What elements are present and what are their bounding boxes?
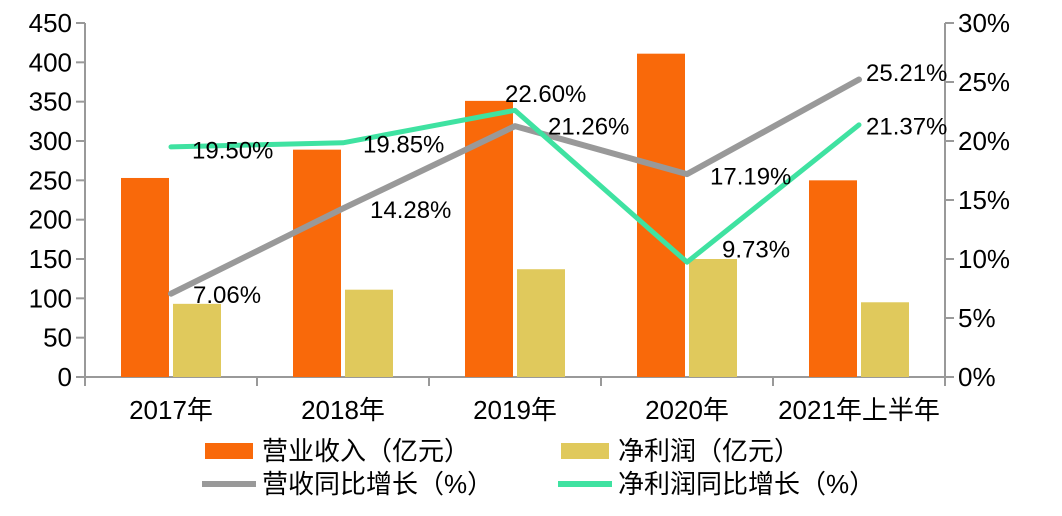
y-axis-right-tick-label: 10% bbox=[958, 244, 1010, 274]
x-axis-category-label: 2020年 bbox=[645, 395, 729, 425]
y-axis-left-tick-label: 300 bbox=[29, 126, 72, 156]
y-axis-right-tick-label: 20% bbox=[958, 126, 1010, 156]
revenue-bar-2019年 bbox=[465, 100, 513, 377]
y-axis-left-tick-label: 0 bbox=[58, 362, 72, 392]
y-axis-left-tick-label: 100 bbox=[29, 283, 72, 313]
y-axis-left-tick-label: 150 bbox=[29, 244, 72, 274]
revenue-bar-2021年上半年 bbox=[809, 180, 857, 377]
net-profit-bar-2017年 bbox=[173, 303, 221, 377]
y-axis-left-tick-label: 50 bbox=[43, 323, 72, 353]
net-profit-bar-2021年上半年 bbox=[861, 302, 909, 377]
revenue-growth-label-2019年: 21.26% bbox=[548, 114, 629, 141]
revenue-growth-label-2017年: 7.06% bbox=[193, 282, 261, 309]
legend-swatch-rect bbox=[205, 443, 253, 459]
y-axis-right-tick-label: 5% bbox=[958, 303, 996, 333]
x-axis-category-label: 2019年 bbox=[473, 395, 557, 425]
net-profit-growth-label-2020年: 9.73% bbox=[722, 237, 790, 264]
revenue-growth-line bbox=[168, 76, 862, 297]
legend-label: 净利润同比增长（%） bbox=[618, 469, 875, 499]
net-profit-bar-2020年 bbox=[689, 259, 737, 377]
revenue-growth-label-2018年: 14.28% bbox=[370, 197, 451, 224]
net-profit-growth-label-2017年: 19.50% bbox=[192, 137, 273, 164]
revenue-bar-2018年 bbox=[293, 149, 341, 377]
revenue-bar-2020年 bbox=[637, 53, 685, 378]
net-profit-bar-2018年 bbox=[345, 289, 393, 377]
y-axis-left-tick-label: 200 bbox=[29, 205, 72, 235]
y-axis-left-tick-label: 400 bbox=[29, 47, 72, 77]
net-profit-growth-label-2019年: 22.60% bbox=[505, 81, 586, 108]
net-profit-bar-2019年 bbox=[517, 269, 565, 377]
y-axis-right-tick-label: 25% bbox=[958, 67, 1010, 97]
net-profit-growth-line bbox=[168, 107, 862, 265]
net-profit-growth-label-2021年上半年: 21.37% bbox=[866, 113, 947, 140]
x-axis-category-label: 2017年 bbox=[129, 395, 213, 425]
x-axis-category-label: 2018年 bbox=[301, 395, 385, 425]
revenue-bar-2017年 bbox=[121, 177, 169, 377]
y-axis-right-tick-label: 30% bbox=[958, 8, 1010, 38]
net-profit-growth-label-2018年: 19.85% bbox=[363, 131, 444, 158]
legend-label: 营收同比增长（%） bbox=[262, 469, 493, 499]
legend-label: 营业收入（亿元） bbox=[262, 436, 470, 466]
y-axis-right-tick-label: 15% bbox=[958, 185, 1010, 215]
x-axis-category-label: 2021年上半年 bbox=[778, 395, 940, 425]
y-axis-left-tick-label: 450 bbox=[29, 8, 72, 38]
y-axis-left-tick-label: 250 bbox=[29, 165, 72, 195]
revenue-growth-label-2020年: 17.19% bbox=[710, 164, 791, 191]
legend-label: 净利润（亿元） bbox=[618, 436, 800, 466]
legend-swatch-rect bbox=[561, 443, 609, 459]
revenue-growth-label-2021年上半年: 25.21% bbox=[866, 60, 947, 87]
y-axis-left-tick-label: 350 bbox=[29, 87, 72, 117]
y-axis-right-tick-label: 0% bbox=[958, 362, 996, 392]
